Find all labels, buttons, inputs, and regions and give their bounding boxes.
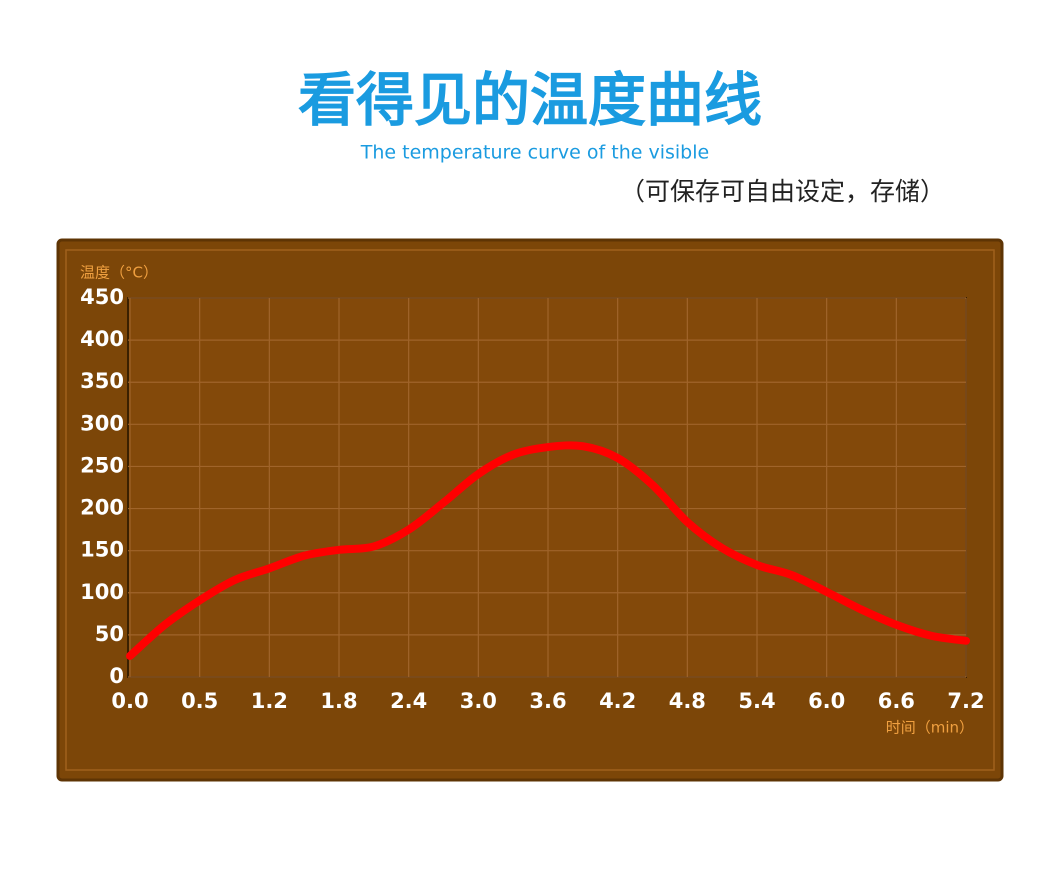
- x-tick-label: 1.2: [251, 689, 288, 713]
- x-tick-label: 7.2: [947, 689, 984, 713]
- chart-title: 看得见的温度曲线: [298, 66, 762, 134]
- x-tick-label: 0.0: [111, 689, 148, 713]
- chart-subtitle: The temperature curve of the visible: [360, 142, 709, 164]
- y-axis-title: 温度（°C）: [80, 264, 158, 282]
- x-tick-label: 4.8: [669, 689, 706, 713]
- y-tick-label: 50: [95, 622, 124, 646]
- plot-area: [127, 297, 967, 678]
- x-tick-label: 0.5: [181, 689, 218, 713]
- y-tick-label: 0: [109, 664, 124, 688]
- y-tick-label: 300: [80, 411, 124, 435]
- y-tick-label: 150: [80, 538, 124, 562]
- x-tick-label: 6.0: [808, 689, 845, 713]
- x-tick-label: 3.0: [460, 689, 497, 713]
- panel-border: [65, 249, 995, 771]
- x-tick-label: 6.6: [878, 689, 915, 713]
- y-tick-label: 200: [80, 496, 124, 520]
- x-tick-label: 2.4: [390, 689, 427, 713]
- x-tick-label: 3.6: [529, 689, 566, 713]
- x-tick-label: 1.8: [320, 689, 357, 713]
- y-tick-label: 400: [80, 327, 124, 351]
- y-tick-label: 100: [80, 580, 124, 604]
- annotation: （可保存可自由设定，存储）: [620, 177, 945, 206]
- x-axis-title: 时间（min）: [886, 719, 974, 737]
- y-tick-label: 450: [80, 285, 124, 309]
- x-tick-label: 4.2: [599, 689, 636, 713]
- temperature-curve: [126, 441, 970, 660]
- y-tick-label: 350: [80, 369, 124, 393]
- y-tick-label: 250: [80, 453, 124, 477]
- x-tick-label: 5.4: [738, 689, 775, 713]
